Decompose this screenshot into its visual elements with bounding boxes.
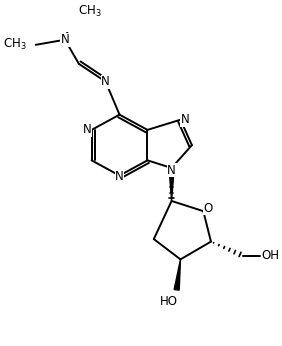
Text: N: N [115,170,124,183]
Text: N: N [167,164,176,176]
Text: HO: HO [160,295,178,308]
Polygon shape [169,168,174,201]
Text: CH$_3$: CH$_3$ [78,4,101,19]
Polygon shape [174,260,180,290]
Text: O: O [203,202,213,215]
Text: N: N [101,75,110,88]
Text: CH$_3$: CH$_3$ [3,37,27,52]
Text: N: N [83,124,91,136]
Text: N: N [61,33,69,46]
Text: OH: OH [262,249,280,262]
Text: N: N [181,113,190,126]
